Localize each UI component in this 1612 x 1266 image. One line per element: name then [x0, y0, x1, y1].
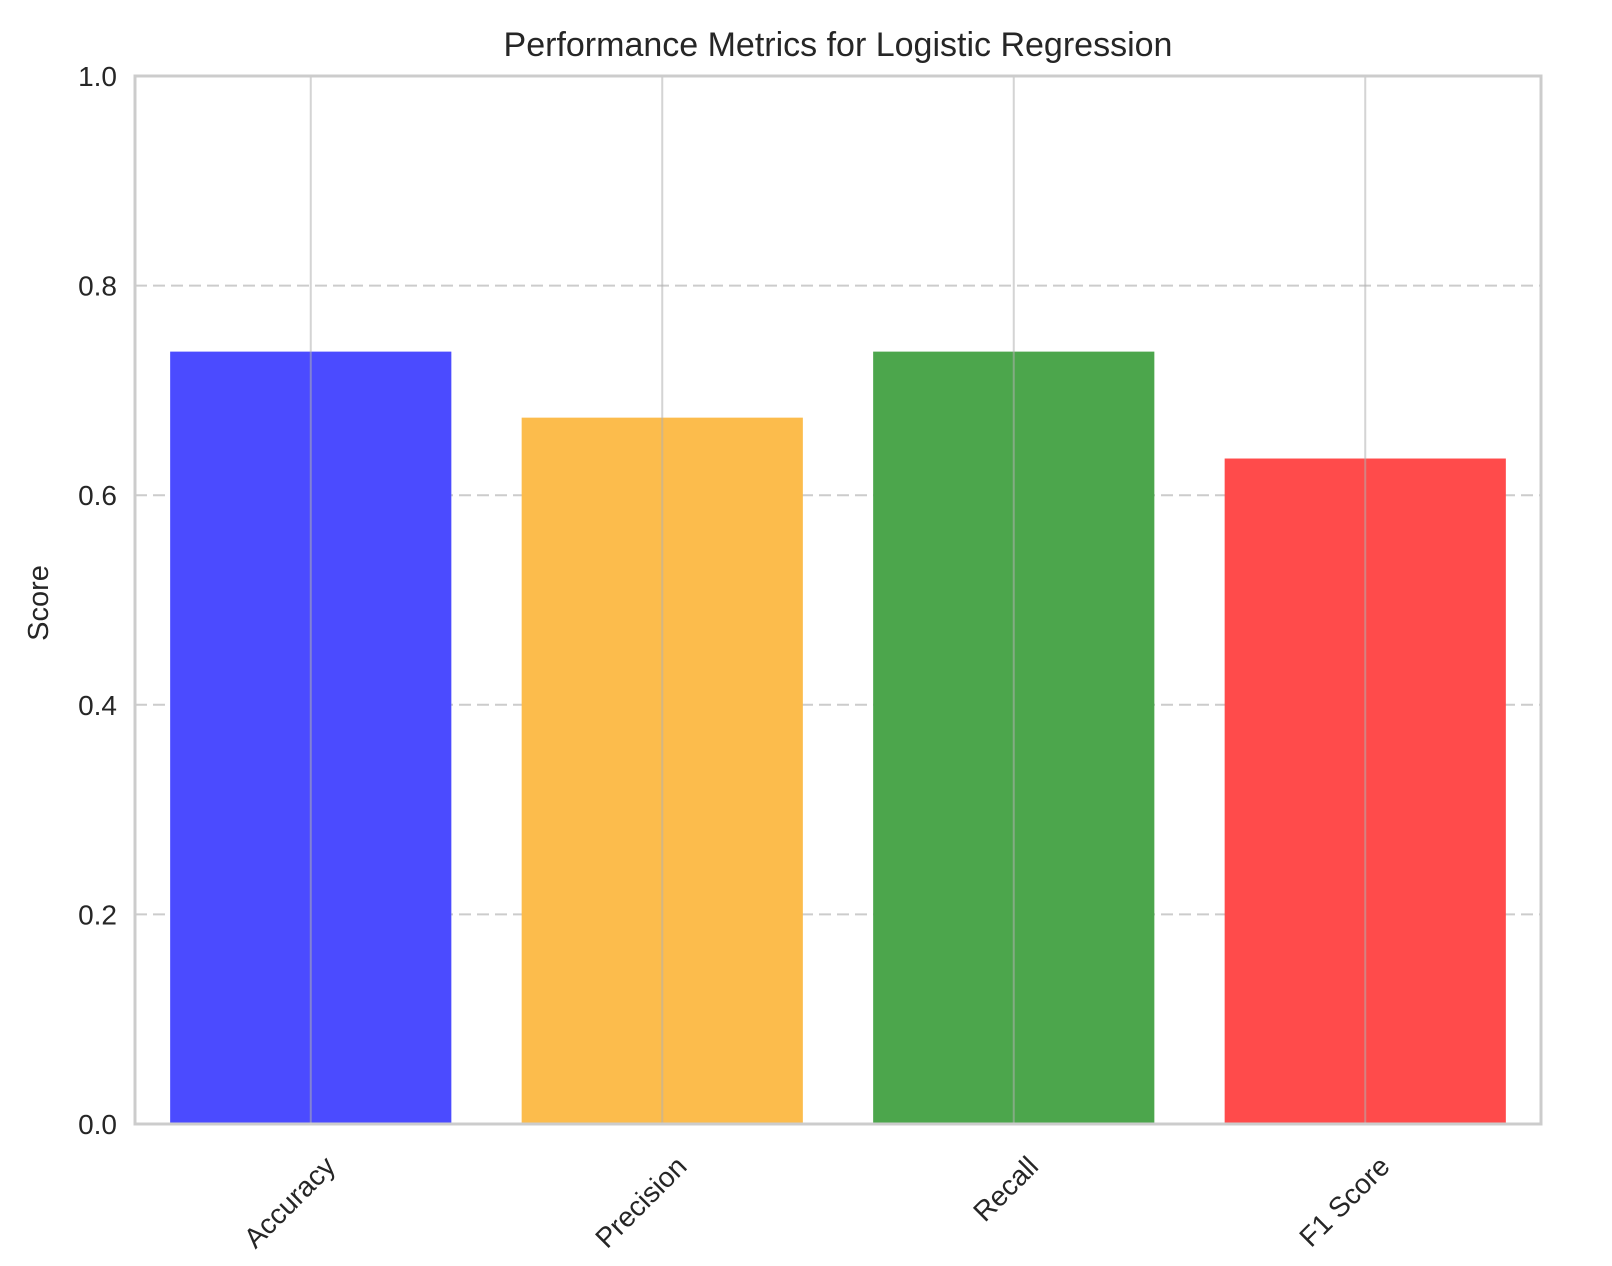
y-tick-label: 0.2: [78, 899, 117, 930]
chart-title: Performance Metrics for Logistic Regress…: [504, 26, 1173, 64]
plot-frame: [133, 74, 1543, 1126]
y-tick-label: 0.4: [78, 690, 117, 721]
y-tick-label: 0.0: [78, 1109, 117, 1140]
y-tick-label: 1.0: [78, 61, 117, 92]
y-tick-label: 0.6: [78, 480, 117, 511]
y-tick-labels: 0.0 0.2 0.4 0.6 0.8 1.0: [78, 61, 117, 1140]
vertical-gridlines: [309, 76, 1367, 1124]
y-axis-label: Score: [23, 565, 55, 641]
y-tick-label: 0.8: [78, 271, 117, 302]
